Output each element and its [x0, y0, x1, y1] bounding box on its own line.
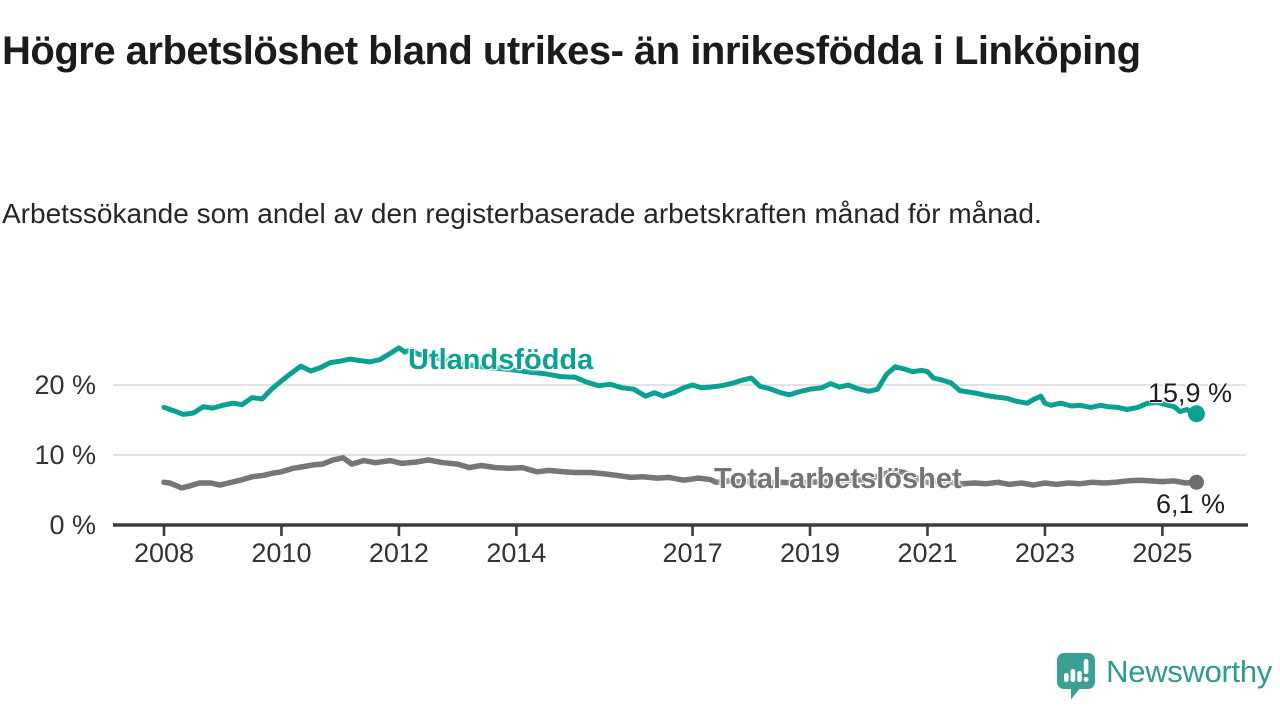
x-tick-label: 2010 [251, 538, 311, 568]
newsworthy-wordmark: Newsworthy [1106, 654, 1272, 689]
y-tick-label: 10 % [34, 440, 96, 470]
y-tick-label: 20 % [34, 370, 96, 400]
x-tick-label: 2017 [663, 538, 723, 568]
x-tick-label: 2023 [1015, 538, 1075, 568]
x-tick-label: 2021 [897, 538, 957, 568]
x-tick-label: 2008 [134, 538, 194, 568]
series-line-total [161, 455, 1200, 491]
series-label-utlandsfodda: Utlandsfödda [408, 344, 594, 376]
series-line-utlandsfodda [161, 345, 1199, 417]
chart-subtitle: Arbetssökande som andel av den registerb… [2, 198, 1042, 229]
page-title: Högre arbetslöshet bland utrikes- än inr… [2, 29, 1141, 73]
end-dot [1188, 474, 1204, 490]
end-value-label-total: 6,1 % [1155, 489, 1225, 519]
x-tick-label: 2019 [780, 538, 840, 568]
newsworthy-bar-chart-bubble-icon [1057, 653, 1096, 700]
x-tick-label: 2014 [486, 538, 546, 568]
x-tick-label: 2025 [1132, 538, 1192, 568]
newsworthy-logo: Newsworthy [1056, 652, 1272, 700]
y-tick-label: 0 % [49, 510, 96, 540]
end-value-label-utlandsfodda: 15,9 % [1147, 378, 1232, 408]
series-label-total-arbetsloshet: Total arbetslöshet [714, 463, 962, 495]
end-dot [1187, 405, 1205, 423]
x-tick-label: 2012 [369, 538, 429, 568]
